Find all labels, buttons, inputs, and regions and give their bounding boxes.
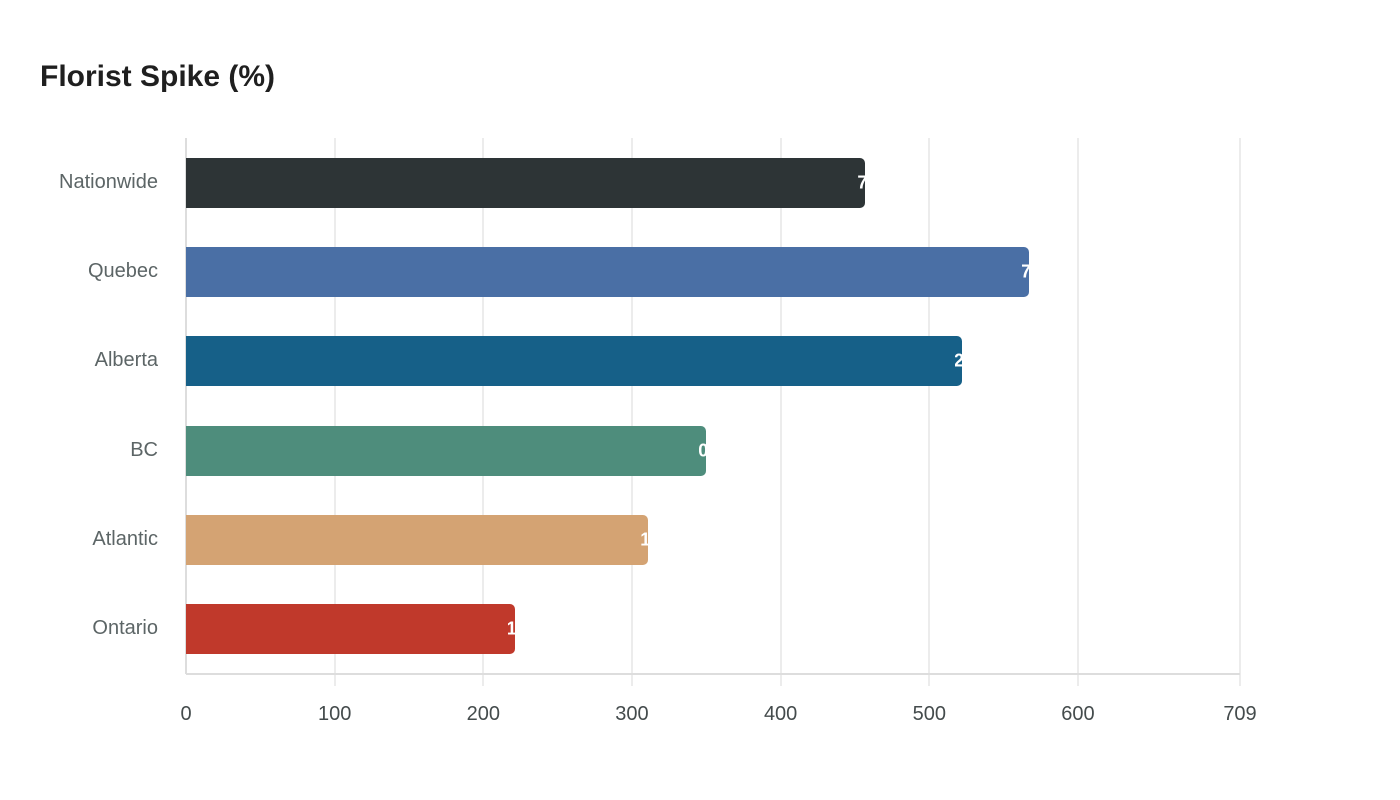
gridline [779,138,782,686]
x-tick-label: 400 [763,703,798,725]
gridline [1076,138,1079,686]
plot-area: 457 567 522 350 311 221 [185,138,1241,686]
x-tick-label: 709 [1223,703,1257,725]
chart-title: Florist Spike (%) [40,60,276,93]
bar-value-label: 221 [507,618,517,639]
y-category-label: Ontario [92,617,158,639]
gridline [482,138,485,686]
bar-value-label: 350 [699,440,709,461]
y-category-label: Quebec [87,260,158,283]
bar-nationwide[interactable]: 457 [186,158,868,208]
bar-ontario[interactable]: 221 [186,604,517,654]
x-axis-line [186,673,1240,675]
bar-quebec[interactable]: 567 [186,247,1031,298]
y-category-label: Atlantic [92,527,158,550]
gridline [1239,138,1241,686]
bar-value-label: 457 [858,172,868,193]
y-axis-line [185,138,187,674]
bar-bc[interactable]: 350 [186,425,709,476]
x-tick-label: 200 [466,703,500,725]
bar-value-label: 567 [1021,261,1031,282]
x-tick-label: 300 [615,703,649,725]
bar-value-label: 522 [955,350,964,371]
y-category-label: BC [130,438,158,461]
y-category-label: Alberta [94,349,158,372]
x-tick-label: 600 [1061,703,1095,725]
gridline [928,138,931,686]
bar-atlantic[interactable]: 311 [186,514,651,565]
x-tick-label: 500 [912,703,946,725]
gridline [333,138,336,686]
bar-value-label: 311 [641,529,651,550]
y-category-label: Nationwide [59,171,158,193]
x-tick-label: 0 [180,703,192,725]
gridline [630,138,633,686]
bar-alberta[interactable]: 522 [186,336,964,387]
x-tick-label: 100 [317,703,352,725]
